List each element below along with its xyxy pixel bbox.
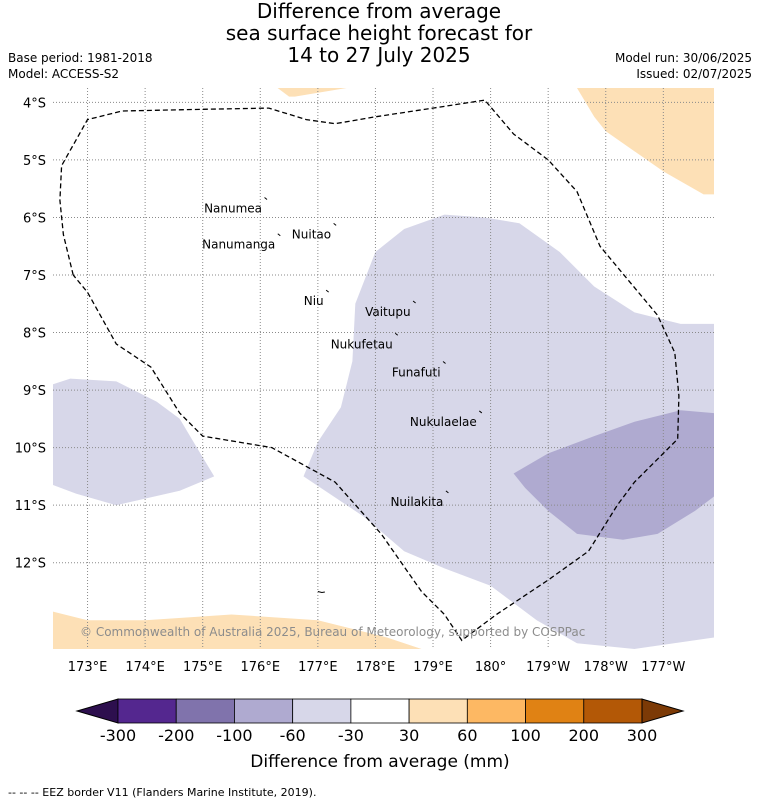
island-markers xyxy=(264,197,483,593)
lat-tick-label: 7°S xyxy=(23,269,46,284)
eez-border xyxy=(59,99,680,642)
colorbar-label: Difference from average (mm) xyxy=(250,752,509,772)
colorbar-bin xyxy=(117,698,177,724)
island-marker xyxy=(445,490,449,494)
island-marker xyxy=(264,197,268,200)
lat-tick-label: 4°S xyxy=(23,96,46,111)
anomaly-region-5 xyxy=(53,611,422,649)
colorbar-tick-label: 100 xyxy=(510,726,541,745)
place-label: Nuilakita xyxy=(390,495,443,509)
base-period: Base period: 1981-2018 xyxy=(8,51,153,65)
colorbar-bin xyxy=(525,698,585,724)
island-marker xyxy=(442,361,446,364)
model-run: Model run: 30/06/2025 xyxy=(614,51,752,65)
lat-tick-label: 6°S xyxy=(23,211,46,226)
island-marker xyxy=(478,410,483,414)
island-marker xyxy=(277,233,281,237)
colorbar-bin xyxy=(234,698,294,724)
lon-tick-label: 175°E xyxy=(183,660,223,675)
lat-tick-label: 5°S xyxy=(23,154,46,169)
colorbar-tick-label: -300 xyxy=(100,726,136,745)
anomaly-region-4 xyxy=(277,88,347,97)
anomaly-region-0 xyxy=(303,214,714,649)
lon-tick-label: 180° xyxy=(475,660,506,675)
eez-border-layer xyxy=(59,99,680,642)
colorbar-tick-label: -30 xyxy=(338,726,364,745)
colorbar-tick-label: -100 xyxy=(216,726,252,745)
lat-tick-label: 9°S xyxy=(23,384,46,399)
lat-tick-label: 10°S xyxy=(15,442,46,457)
colorbar-bin xyxy=(292,698,352,724)
colorbar-bin xyxy=(175,698,235,724)
place-label: Nuitao xyxy=(292,227,331,241)
place-label: Niu xyxy=(304,294,324,308)
meta-right: Model run: 30/06/2025 Issued: 02/07/2025 xyxy=(615,50,752,82)
eez-legend-note: -- -- -- EEZ border V11 (Flanders Marine… xyxy=(8,786,317,799)
anomaly-region-1 xyxy=(53,378,215,506)
chart-title: Difference from average sea surface heig… xyxy=(0,0,758,66)
issued-date: Issued: 02/07/2025 xyxy=(636,67,752,81)
title-line-1: Difference from average xyxy=(256,0,502,23)
colorbar: -300 -200 -100 -60 -30 30 60 100 200 300 xyxy=(75,698,685,745)
place-labels: Nanumea Nuitao Nanumanga Niu Vaitupu Nukufeta… xyxy=(202,201,477,508)
lon-tick-label: 179°E xyxy=(413,660,453,675)
meta-left: Base period: 1981-2018 Model: ACCESS-S2 xyxy=(8,50,153,82)
place-label: Nukulaelae xyxy=(410,415,477,429)
graticule xyxy=(53,88,714,649)
colorbar-bin xyxy=(583,698,643,724)
lon-tick-label: 176°E xyxy=(241,660,281,675)
colorbar-tick-label: -200 xyxy=(158,726,194,745)
place-label: Nanumea xyxy=(204,201,262,215)
axis-labels: 173°E 174°E 175°E 176°E 177°E 178°E 179°E 180° 1… xyxy=(15,96,686,675)
lon-tick-label: 173°E xyxy=(68,660,108,675)
colorbar-tick-label: 200 xyxy=(569,726,600,745)
place-label: Funafuti xyxy=(392,365,441,379)
anomaly-regions xyxy=(53,88,714,649)
island-marker xyxy=(394,332,399,336)
lon-tick-label: 177°E xyxy=(298,660,338,675)
copyright-note: © Commonwealth of Australia 2025, Bureau… xyxy=(80,625,585,639)
lat-tick-label: 12°S xyxy=(15,557,46,572)
place-label: Nanumanga xyxy=(202,238,275,252)
place-label: Nukufetau xyxy=(331,337,393,351)
lon-tick-label: 178°E xyxy=(356,660,396,675)
lon-tick-label: 179°W xyxy=(526,660,570,675)
colorbar-tick-label: -60 xyxy=(280,726,306,745)
island-marker xyxy=(325,289,329,293)
lat-tick-label: 8°S xyxy=(23,327,46,342)
lon-tick-label: 177°W xyxy=(641,660,685,675)
colorbar-tick-label: 60 xyxy=(457,726,477,745)
title-line-3: 14 to 27 July 2025 xyxy=(287,43,471,67)
colorbar-tick-label: 30 xyxy=(399,726,419,745)
title-line-2: sea surface height forecast for xyxy=(225,21,533,45)
lon-tick-label: 174°E xyxy=(125,660,165,675)
colorbar-over-arrow xyxy=(641,698,685,724)
place-label: Vaitupu xyxy=(365,305,411,319)
island-marker xyxy=(333,222,337,226)
lon-tick-label: 178°W xyxy=(584,660,628,675)
anomaly-region-3 xyxy=(577,88,714,195)
anomaly-region-2 xyxy=(513,410,714,540)
model-name: Model: ACCESS-S2 xyxy=(8,67,120,81)
lat-tick-label: 11°S xyxy=(15,499,46,514)
colorbar-bin xyxy=(408,698,468,724)
colorbar-bin xyxy=(350,698,410,724)
reef-marker xyxy=(317,590,325,593)
colorbar-bin xyxy=(466,698,526,724)
colorbar-under-arrow xyxy=(75,698,119,724)
island-marker xyxy=(412,300,416,304)
colorbar-tick-label: 300 xyxy=(627,726,658,745)
